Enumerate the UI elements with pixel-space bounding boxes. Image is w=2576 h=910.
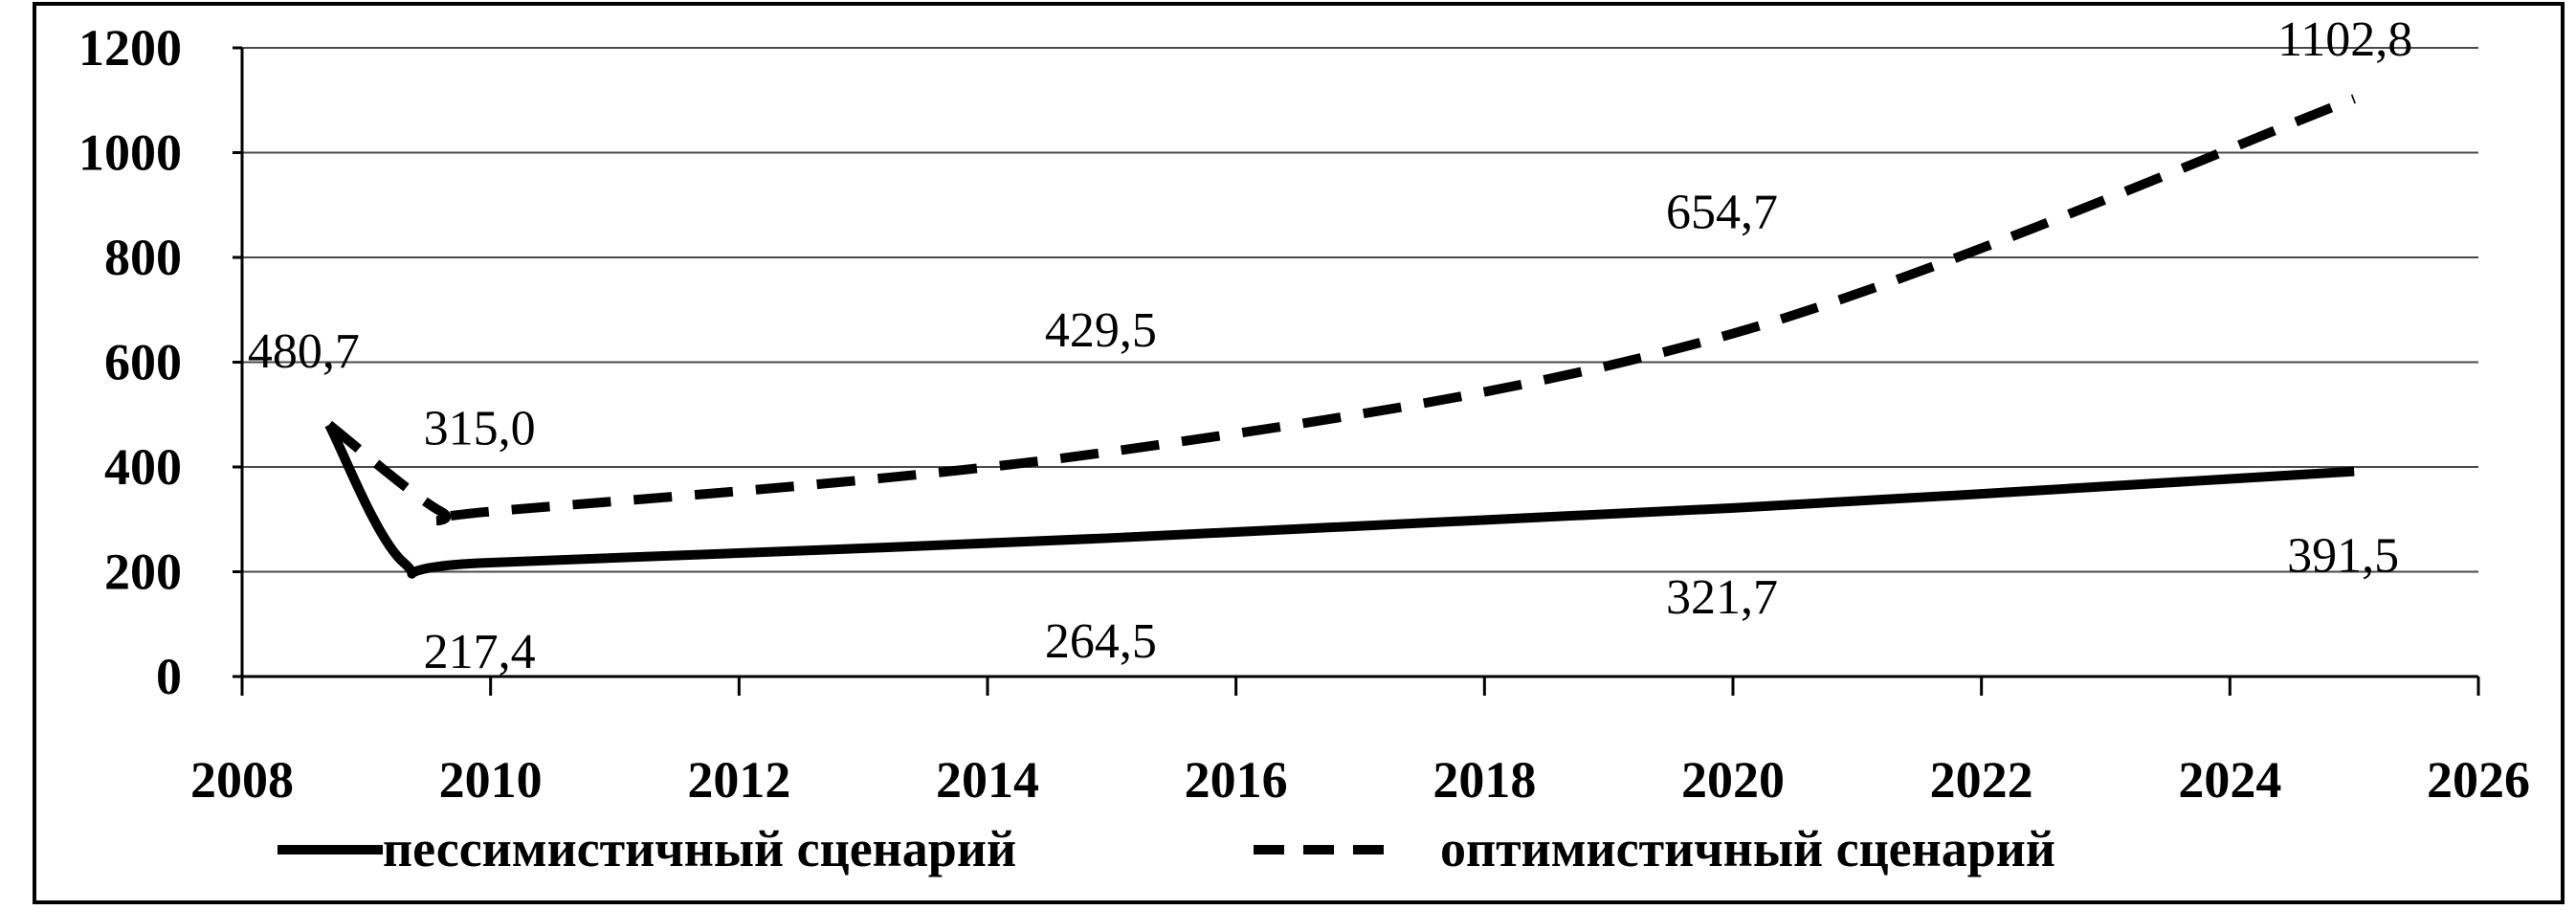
- x-tick-label: 2024: [2178, 751, 2281, 809]
- x-tick-label: 2020: [1681, 751, 1785, 809]
- y-tick-label: 600: [104, 334, 182, 391]
- y-tick-label: 1000: [78, 124, 182, 182]
- data-label: 321,7: [1666, 570, 1778, 625]
- y-tick-labels: 0 200 400 600 800 1000 1200: [78, 19, 182, 705]
- data-label: 1102,8: [2277, 12, 2412, 67]
- y-tick-label: 200: [104, 544, 182, 601]
- y-tick-label: 400: [104, 438, 182, 496]
- series-line-optimistic: [325, 94, 2356, 526]
- x-tick-label: 2010: [439, 751, 543, 809]
- axes: [233, 46, 2480, 696]
- x-tick-label: 2012: [687, 751, 790, 809]
- y-tick-label: 800: [104, 229, 182, 286]
- data-label: 654,7: [1666, 186, 1778, 240]
- x-tick-label: 2022: [1930, 751, 2033, 809]
- series-line-pessimistic: [324, 422, 2355, 579]
- series-lines: [324, 94, 2356, 579]
- data-labels: 217,4 264,5 321,7 391,5 480,7 315,0 429,5 654,7…: [248, 12, 2412, 679]
- legend-label: оптимистичный сценарий: [1440, 820, 2055, 877]
- legend-label: пессимистичный сценарий: [383, 820, 1016, 877]
- data-label: 264,5: [1045, 614, 1157, 669]
- y-tick-label: 1200: [78, 19, 182, 77]
- x-tick-label: 2014: [936, 751, 1039, 809]
- data-label: 315,0: [424, 402, 536, 456]
- y-tick-label: 0: [156, 648, 182, 705]
- data-label: 217,4: [424, 625, 536, 679]
- data-label: 429,5: [1045, 303, 1157, 358]
- x-tick-label: 2026: [2427, 751, 2530, 809]
- legend: пессимистичный сценарий оптимистичный сце…: [278, 820, 2055, 877]
- x-tick-label: 2008: [190, 751, 294, 809]
- data-label: 480,7: [248, 324, 360, 379]
- chart-frame: [33, 2, 2565, 904]
- data-label: 391,5: [2287, 529, 2399, 584]
- x-tick-label: 2016: [1185, 751, 1288, 809]
- x-tick-label: 2018: [1432, 751, 1536, 809]
- x-tick-labels: 2008 2010 2012 2014 2016 2018 2020 2022 2024 2026: [190, 751, 2530, 809]
- gridlines: [242, 47, 2478, 573]
